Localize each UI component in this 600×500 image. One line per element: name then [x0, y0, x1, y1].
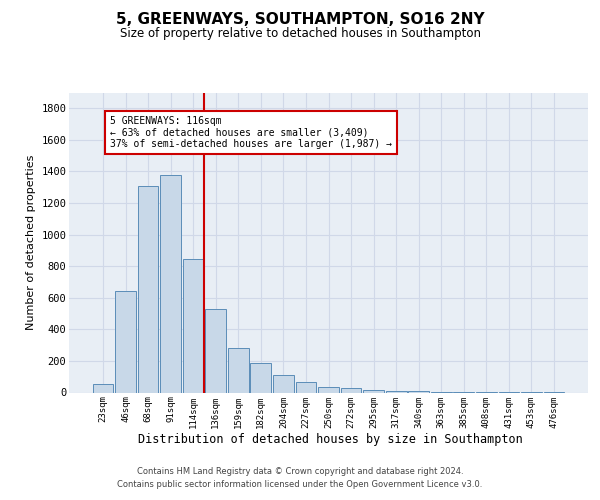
Bar: [363, 390, 384, 392]
Bar: [341, 388, 361, 392]
Bar: [228, 348, 248, 393]
Text: Contains HM Land Registry data © Crown copyright and database right 2024.: Contains HM Land Registry data © Crown c…: [137, 467, 463, 476]
Bar: [318, 386, 339, 392]
Text: Contains public sector information licensed under the Open Government Licence v3: Contains public sector information licen…: [118, 480, 482, 489]
Bar: [273, 375, 294, 392]
Text: 5 GREENWAYS: 116sqm
← 63% of detached houses are smaller (3,409)
37% of semi-det: 5 GREENWAYS: 116sqm ← 63% of detached ho…: [110, 116, 392, 150]
Bar: [92, 384, 113, 392]
Bar: [183, 259, 203, 392]
Y-axis label: Number of detached properties: Number of detached properties: [26, 155, 35, 330]
Bar: [160, 176, 181, 392]
Bar: [386, 391, 407, 392]
Text: Size of property relative to detached houses in Southampton: Size of property relative to detached ho…: [119, 28, 481, 40]
Text: 5, GREENWAYS, SOUTHAMPTON, SO16 2NY: 5, GREENWAYS, SOUTHAMPTON, SO16 2NY: [116, 12, 484, 28]
Bar: [137, 186, 158, 392]
Bar: [115, 292, 136, 392]
Bar: [409, 391, 429, 392]
Bar: [205, 309, 226, 392]
Text: Distribution of detached houses by size in Southampton: Distribution of detached houses by size …: [137, 432, 523, 446]
Bar: [250, 364, 271, 392]
Bar: [296, 382, 316, 392]
